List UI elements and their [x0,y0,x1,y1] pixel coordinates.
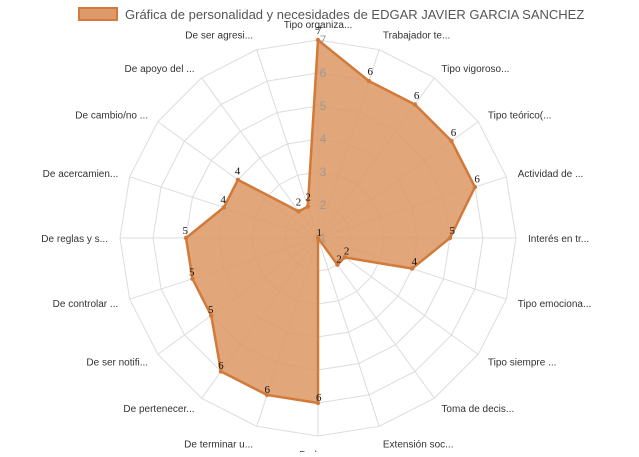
radar-series [183,37,478,406]
series-point[interactable] [335,262,340,267]
series-point[interactable] [305,204,311,209]
data-label: 2 [344,246,350,258]
axis-label: Interés en tr... [528,234,589,245]
axis-label: De terminar u... [184,440,253,451]
axis-label: Tipo teórico(... [488,111,552,122]
radar-spoke [317,237,380,427]
tick-label: 3 [320,165,327,179]
data-label: 6 [367,66,373,78]
axis-label: De pertenecer... [123,404,194,415]
series-point[interactable] [472,184,478,190]
series-point[interactable] [209,313,214,318]
series-point[interactable] [235,177,241,183]
tick-label: 1 [320,231,327,245]
series-point[interactable] [315,235,321,241]
series-point[interactable] [315,400,321,406]
series-point[interactable] [315,37,321,43]
axis-label: Extensión soc... [383,440,454,451]
axis-label: De ser agresi... [185,30,253,41]
data-label: 1 [316,227,322,239]
axis-label: Actividad de ... [518,169,584,180]
axis-label: De controlar ... [53,299,119,310]
series-point[interactable] [190,276,195,281]
data-label: 4 [220,194,226,206]
tick-label: 7 [320,33,327,47]
series-point[interactable] [218,369,224,374]
series-point[interactable] [412,102,418,107]
data-label: 5 [189,266,195,278]
series-point[interactable] [447,235,453,241]
series-point[interactable] [183,235,189,241]
axis-label: Tipo vigoroso... [441,64,509,75]
series-point[interactable] [221,205,227,210]
tick-label: 6 [320,66,327,80]
series-point[interactable] [264,392,270,398]
data-label: 5 [183,225,189,237]
tick-label: 4 [320,132,327,146]
data-label: 6 [265,384,271,396]
data-label: 7 [316,25,322,37]
data-label: 6 [474,173,480,185]
data-label: 2 [305,192,311,204]
series-point[interactable] [409,266,415,271]
radar-tick-labels: 1 2 3 4 5 6 7 [320,33,327,245]
data-label: 6 [316,392,322,404]
series-point[interactable] [296,209,301,214]
data-label: 2 [336,253,342,265]
axis-label: Tipo organiza... [284,20,353,31]
data-label: 4 [235,166,241,178]
data-label: 6 [451,127,457,139]
series-point[interactable] [342,255,347,260]
axis-label: De apoyo del ... [125,64,195,75]
legend-label: Gráfica de personalidad y necesidades de… [125,7,584,22]
data-label: 5 [208,304,214,316]
data-label: 4 [412,256,418,268]
tick-label: 5 [320,99,327,113]
data-label: 6 [218,360,224,372]
axis-label: Trabajador te... [383,30,450,41]
series-point[interactable] [366,78,372,84]
data-label: 6 [414,90,420,102]
axis-label: Toma de decis... [441,404,514,415]
axis-label: Tipo emociona... [518,299,592,310]
series-point[interactable] [449,138,454,144]
axis-label: De reglas y s... [41,234,108,245]
axis-label: De acercamien... [43,169,119,180]
radar-axis-labels: Tipo organiza... Trabajador te... Tipo vig… [41,20,592,457]
axis-label: De ser notifi... [86,357,148,368]
legend-swatch [78,7,118,21]
axis-label: Tipo siempre ... [488,357,557,368]
data-label: 5 [450,225,456,237]
tick-label: 2 [320,198,327,212]
axis-label: De cambio/no ... [75,111,148,122]
legend[interactable]: Gráfica de personalidad y necesidades de… [78,7,584,22]
series-area[interactable] [184,37,477,405]
data-label: 2 [296,197,302,209]
